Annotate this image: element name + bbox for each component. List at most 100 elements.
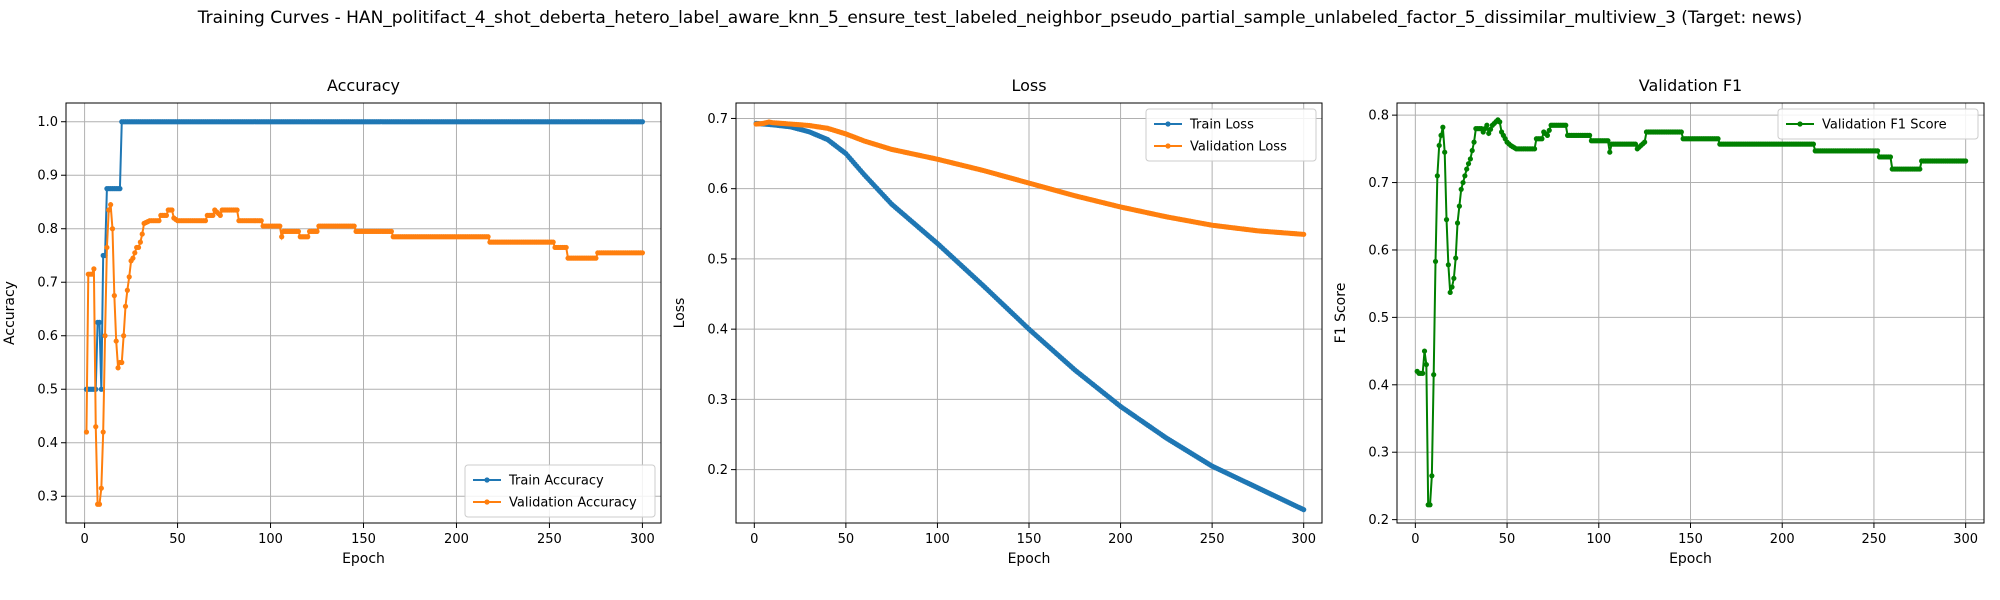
series-line-0 [86, 120, 643, 391]
data-point [351, 223, 357, 229]
data-point [305, 234, 311, 240]
data-point [550, 239, 556, 245]
legend: Validation F1 Score [1777, 108, 1979, 140]
x-tick-label: 150 [1017, 532, 1042, 547]
x-tick-label: 250 [1862, 532, 1887, 547]
data-point [91, 266, 97, 272]
chart-panel-0: 0 50 100 150 200 250 300 0.3 0.4 0.5 0.6 0.7 0.8 0.9 1… [2, 76, 662, 567]
y-tick-label: 0.6 [1368, 243, 1389, 258]
legend-swatch-marker [484, 499, 490, 505]
data-point [1539, 136, 1545, 142]
data-point [104, 244, 110, 251]
legend-swatch-marker [484, 477, 490, 483]
x-tick-label: 300 [630, 532, 655, 547]
data-point [132, 250, 138, 256]
data-point [156, 218, 162, 224]
data-point [639, 250, 646, 256]
y-tick-label: 0.4 [1368, 378, 1389, 393]
y-tick-label: 0.8 [37, 222, 58, 237]
data-point [126, 274, 132, 280]
y-tick-label: 0.3 [1368, 446, 1389, 461]
x-tick-label: 50 [838, 532, 855, 547]
data-point [1587, 132, 1593, 138]
data-point [1436, 142, 1442, 149]
data-point [1642, 139, 1648, 145]
data-point [1301, 231, 1307, 237]
y-tick-label: 0.5 [707, 252, 728, 267]
data-point [639, 119, 646, 125]
x-tick-label: 200 [1770, 532, 1795, 547]
legend-label: Validation Loss [1190, 140, 1287, 155]
legend-label: Train Accuracy [508, 474, 604, 489]
data-point [1442, 149, 1448, 155]
data-point [98, 386, 104, 392]
data-point [1440, 124, 1446, 130]
data-point [1458, 186, 1464, 192]
y-tick-label: 1.0 [37, 115, 58, 130]
data-point [1469, 147, 1475, 154]
data-point [1563, 122, 1569, 128]
data-point [1432, 258, 1439, 265]
legend-label: Validation Accuracy [509, 496, 637, 511]
panel-title: Loss [1011, 76, 1046, 95]
data-point [109, 226, 116, 232]
data-point [1715, 136, 1721, 142]
data-point [1434, 173, 1440, 179]
data-point [1445, 262, 1451, 268]
axes-frame [65, 102, 662, 524]
data-point [1456, 203, 1462, 209]
y-axis-label: F1 Score [1333, 283, 1349, 344]
x-tick-label: 300 [1291, 532, 1316, 547]
legend-label: Train Loss [1189, 118, 1254, 133]
data-point [234, 207, 240, 213]
x-tick-label: 0 [750, 532, 758, 547]
x-tick-label: 150 [351, 532, 376, 547]
data-point [258, 218, 264, 224]
data-point [1471, 139, 1477, 145]
y-tick-label: 0.7 [1368, 176, 1389, 191]
y-tick-label: 0.7 [707, 112, 728, 127]
data-point [1917, 166, 1923, 172]
panel-title: Accuracy [327, 76, 400, 95]
x-tick-label: 150 [1678, 532, 1703, 547]
data-point [102, 333, 108, 339]
x-tick-label: 0 [1411, 532, 1419, 547]
y-axis-label: Loss [672, 298, 688, 329]
data-point [1438, 132, 1444, 138]
data-point [93, 424, 99, 430]
data-point [108, 202, 114, 208]
chart-panel-1: 0 50 100 150 200 250 300 0.2 0.3 0.4 0.5 0.6 0.7 Loss… [672, 76, 1323, 567]
data-point [137, 239, 143, 245]
legend-swatch-marker [1165, 143, 1171, 149]
data-point [96, 501, 103, 507]
legend-box [1145, 108, 1317, 162]
y-tick-label: 0.5 [1368, 311, 1389, 326]
data-point [1546, 127, 1552, 133]
y-tick-label: 0.4 [707, 323, 728, 338]
data-point [1632, 141, 1639, 147]
legend-box [1777, 108, 1979, 140]
data-point [1427, 502, 1433, 508]
data-point [1460, 179, 1466, 186]
y-tick-label: 0.6 [37, 329, 58, 344]
data-point [139, 231, 145, 237]
data-point [1451, 275, 1457, 281]
data-point [1431, 372, 1437, 378]
data-point [119, 359, 125, 366]
data-point [1607, 149, 1613, 155]
series-line-0 [1416, 118, 1966, 506]
legend: Train Accuracy Validation Accuracy [464, 464, 656, 518]
legend-swatch-marker [1797, 121, 1803, 127]
x-tick-label: 250 [1200, 532, 1225, 547]
x-tick-label: 250 [537, 532, 562, 547]
data-point [1453, 255, 1459, 261]
y-tick-label: 0.4 [37, 436, 58, 451]
data-point [1447, 289, 1453, 296]
y-tick-label: 0.7 [37, 276, 58, 291]
data-point [1486, 130, 1492, 136]
data-point [277, 223, 283, 229]
data-point [202, 218, 209, 224]
data-point [1810, 141, 1816, 147]
data-point [314, 228, 320, 235]
y-tick-label: 0.9 [37, 169, 58, 184]
